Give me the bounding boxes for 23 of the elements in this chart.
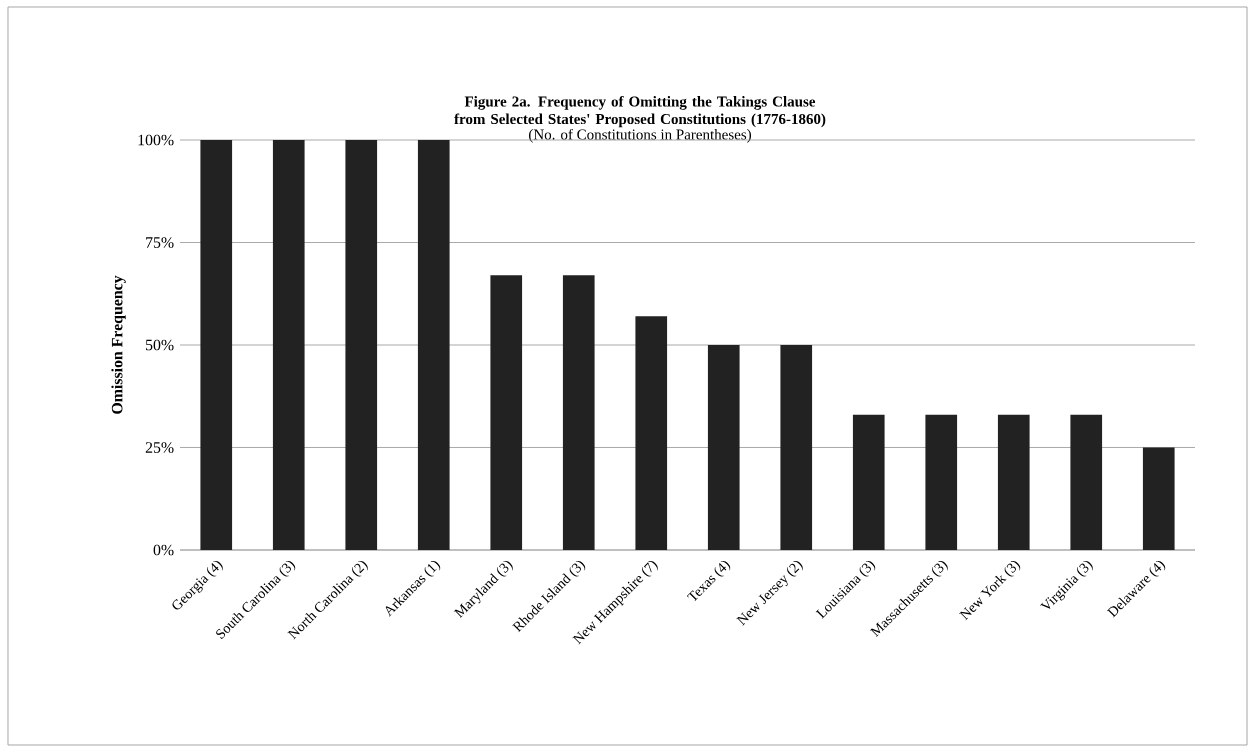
bar: [345, 140, 378, 550]
bar: [562, 275, 595, 550]
bar: [707, 345, 740, 550]
y-axis-title: Omission Frequency: [111, 275, 126, 414]
bar: [635, 316, 668, 550]
bar: [272, 140, 305, 550]
bar: [1070, 414, 1103, 550]
bar: [200, 140, 233, 550]
bar: [852, 414, 885, 550]
bar: [490, 275, 523, 550]
bar: [1142, 447, 1175, 550]
y-tick-label: 100%: [138, 134, 174, 146]
chart-title: Figure 2a. Frequency of Omitting the Takings Clause from Selected States' Proposed Constitutions (1776-1860): [454, 95, 826, 128]
y-tick-label: 50%: [146, 339, 174, 351]
bar: [997, 414, 1030, 550]
bar: [417, 140, 450, 550]
y-tick-label: 25%: [145, 442, 174, 453]
y-tick-label: 0%: [153, 544, 174, 556]
bar: [780, 345, 813, 550]
bar: [925, 414, 958, 550]
chart-subtitle: (No. of Constitutions in Parentheses): [529, 128, 752, 143]
y-tick-label: 75%: [146, 237, 174, 248]
x-tick-label: New York (3): [959, 560, 1021, 621]
